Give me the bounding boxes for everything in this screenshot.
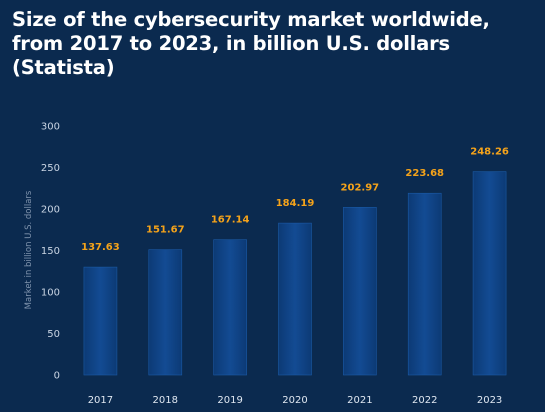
y-tick-label: 50	[47, 329, 60, 340]
bar-value-label: 137.63	[81, 242, 120, 253]
y-axis-label: Market in billion U.S. dollars	[24, 190, 34, 309]
bar	[148, 249, 183, 376]
y-tick-label: 200	[41, 205, 60, 216]
bar-value-label: 202.97	[341, 182, 380, 193]
x-tick-label: 2017	[88, 395, 113, 406]
chart-title: Size of the cybersecurity market worldwi…	[12, 8, 490, 79]
bar-value-label: 248.26	[470, 147, 509, 158]
bar-value-label: 184.19	[276, 198, 315, 209]
bar-value-label: 167.14	[211, 215, 250, 226]
x-tick-label: 2021	[347, 395, 372, 406]
y-tick-label: 100	[41, 288, 60, 299]
y-axis: 0 50 100 150 200 250 300	[41, 122, 60, 382]
y-tick-label: 150	[41, 246, 60, 257]
y-tick-label: 250	[41, 163, 60, 174]
x-tick-label: 2020	[282, 395, 307, 406]
bars-group	[83, 171, 507, 376]
x-axis: 2017 2018 2019 2020 2021 2022 2023	[88, 395, 503, 406]
bar	[343, 207, 377, 376]
bar	[83, 266, 118, 376]
x-tick-label: 2022	[412, 395, 437, 406]
bar-value-label: 223.68	[405, 168, 444, 179]
bar	[213, 239, 247, 376]
bar	[278, 222, 312, 376]
x-tick-label: 2019	[217, 395, 242, 406]
bar	[472, 171, 507, 376]
bar	[407, 192, 442, 376]
y-tick-label: 300	[41, 122, 60, 133]
x-tick-label: 2018	[153, 395, 178, 406]
bar-value-label: 151.67	[146, 225, 185, 236]
x-tick-label: 2023	[477, 395, 502, 406]
y-tick-label: 0	[54, 371, 60, 382]
value-labels-group: 137.63 151.67 167.14 184.19 202.97 223.68 248.…	[81, 147, 509, 253]
